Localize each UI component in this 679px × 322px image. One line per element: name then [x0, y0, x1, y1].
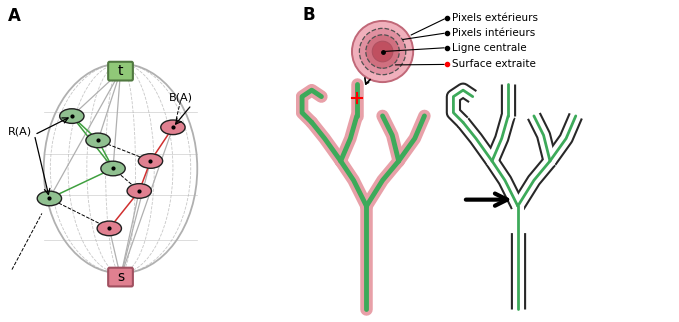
- Text: s: s: [117, 270, 124, 284]
- Circle shape: [359, 28, 406, 75]
- Text: A: A: [8, 7, 21, 25]
- Text: Pixels intérieurs: Pixels intérieurs: [452, 28, 535, 38]
- FancyBboxPatch shape: [108, 268, 133, 287]
- Text: Ligne centrale: Ligne centrale: [452, 43, 526, 53]
- Text: Pixels extérieurs: Pixels extérieurs: [452, 13, 538, 23]
- Text: R(A): R(A): [8, 126, 33, 136]
- Circle shape: [366, 35, 399, 68]
- Ellipse shape: [37, 191, 62, 206]
- Ellipse shape: [139, 154, 163, 168]
- Text: B: B: [302, 6, 314, 24]
- Ellipse shape: [86, 133, 110, 148]
- Ellipse shape: [60, 109, 84, 123]
- Ellipse shape: [101, 161, 125, 176]
- Text: B(A): B(A): [169, 92, 194, 102]
- Ellipse shape: [161, 120, 185, 135]
- Circle shape: [372, 41, 393, 62]
- Ellipse shape: [97, 221, 122, 236]
- Text: t: t: [117, 64, 124, 78]
- Text: Surface extraite: Surface extraite: [452, 59, 536, 70]
- Circle shape: [352, 21, 413, 82]
- Ellipse shape: [127, 184, 151, 198]
- FancyBboxPatch shape: [108, 62, 133, 80]
